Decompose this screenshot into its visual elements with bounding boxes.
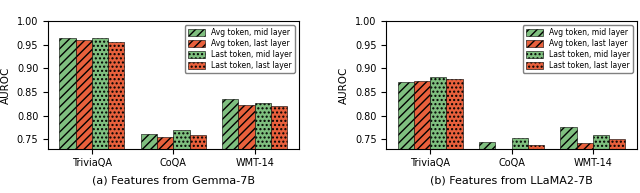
Bar <box>141 135 157 149</box>
X-axis label: (a) Features from Gemma-7B: (a) Features from Gemma-7B <box>92 175 255 185</box>
Bar <box>414 81 430 149</box>
Bar <box>447 79 463 149</box>
Bar <box>60 38 76 149</box>
Bar <box>479 141 495 149</box>
Bar <box>593 135 609 149</box>
Bar <box>222 99 238 149</box>
Bar <box>577 143 593 149</box>
Bar <box>157 137 173 149</box>
Bar <box>189 135 206 149</box>
Legend: Avg token, mid layer, Avg token, last layer, Last token, mid layer, Last token, : Avg token, mid layer, Avg token, last la… <box>185 25 295 73</box>
Bar <box>561 127 577 149</box>
Y-axis label: AUROC: AUROC <box>1 66 11 104</box>
Bar <box>238 105 255 149</box>
Bar <box>92 38 108 149</box>
Bar <box>255 103 271 149</box>
X-axis label: (b) Features from LLaMA2-7B: (b) Features from LLaMA2-7B <box>430 175 593 185</box>
Bar <box>511 138 528 149</box>
Legend: Avg token, mid layer, Avg token, last layer, Last token, mid layer, Last token, : Avg token, mid layer, Avg token, last la… <box>523 25 633 73</box>
Bar <box>609 139 625 149</box>
Bar <box>108 42 124 149</box>
Bar <box>397 82 414 149</box>
Bar <box>528 145 544 149</box>
Bar <box>430 77 447 149</box>
Bar <box>173 130 189 149</box>
Y-axis label: AUROC: AUROC <box>339 66 349 104</box>
Bar <box>76 40 92 149</box>
Bar <box>271 106 287 149</box>
